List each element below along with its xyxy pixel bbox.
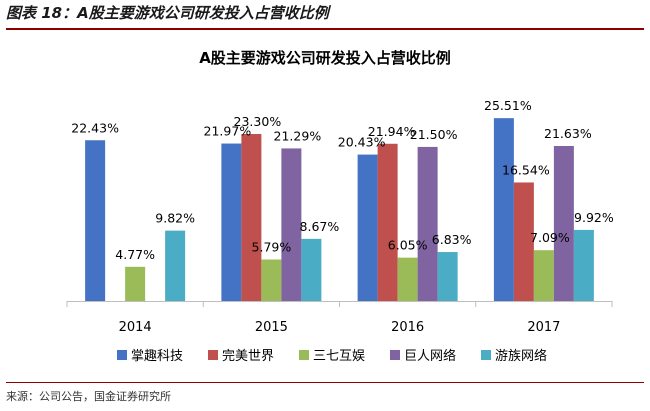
data-label-三七互娱-2016: 6.05% [388,238,428,253]
source-note: 来源：公司公告，国金证券研究所 [6,390,171,403]
figure-caption: 图表 18：A股主要游戏公司研发投入占营收比例 [6,4,329,22]
data-label-巨人网络-2016: 21.50% [410,127,458,142]
legend-label-三七互娱: 三七互娱 [313,349,365,364]
bar-三七互娱-2017 [533,250,554,301]
data-label-三七互娱-2017: 7.09% [530,230,570,245]
data-label-游族网络-2014: 9.82% [155,211,195,226]
chart-title: A股主要游戏公司研发投入占营收比例 [199,49,451,67]
bar-掌趣科技-2014 [85,140,106,301]
data-label-掌趣科技-2014: 22.43% [71,120,119,135]
legend: 掌趣科技 完美世界 三七互娱 巨人网络 游族网络 [117,348,547,364]
bar-掌趣科技-2017 [493,118,514,301]
data-labels-layer: 22.43% 4.77% 9.82% 21.97%23.30% 5.79% 21.29% 8… [71,98,614,262]
bar-完美世界-2017 [513,182,534,301]
data-label-巨人网络-2015: 21.29% [274,128,322,143]
bar-掌趣科技-2015 [221,143,242,301]
legend-swatch-掌趣科技 [117,350,127,360]
legend-label-巨人网络: 巨人网络 [404,348,456,364]
data-label-游族网络-2015: 8.67% [300,219,340,234]
legend-label-掌趣科技: 掌趣科技 [131,349,183,364]
data-label-掌趣科技-2016: 20.43% [338,135,386,150]
data-label-掌趣科技-2017: 25.51% [484,98,532,113]
bar-三七互娱-2016 [397,257,418,301]
x-tick-label-2015: 2015 [255,320,288,335]
data-label-游族网络-2017: 9.92% [574,210,614,225]
data-label-完美世界-2016: 21.94% [368,124,416,139]
source-divider [6,382,644,383]
data-label-三七互娱-2014: 4.77% [115,247,155,262]
data-label-掌趣科技-2015: 21.97% [204,124,252,139]
bars-layer [85,118,594,301]
x-tick-label-2016: 2016 [391,320,424,335]
bar-巨人网络-2017 [553,145,574,301]
bar-游族网络-2017 [573,229,594,301]
data-label-三七互娱-2015: 5.79% [252,240,292,255]
x-tick-label-2017: 2017 [527,320,560,335]
bar-完美世界-2015 [241,134,262,301]
legend-swatch-游族网络 [481,350,491,360]
bar-掌趣科技-2016 [357,154,378,301]
x-tick-label-2014: 2014 [119,320,152,335]
bar-巨人网络-2016 [417,146,438,301]
bar-三七互娱-2015 [261,259,282,301]
legend-label-完美世界: 完美世界 [222,349,274,364]
legend-swatch-三七互娱 [299,350,309,360]
bar-三七互娱-2014 [125,266,146,301]
bar-游族网络-2015 [301,238,322,301]
data-label-巨人网络-2017: 21.63% [544,126,592,141]
data-label-完美世界-2017: 16.54% [502,162,550,177]
bar-游族网络-2014 [165,230,186,301]
bar-巨人网络-2015 [281,148,302,301]
legend-label-游族网络: 游族网络 [495,348,547,364]
x-axis: 2014 2015 2016 2017 [66,301,613,335]
caption-divider [6,28,644,30]
legend-swatch-完美世界 [208,350,218,360]
data-label-游族网络-2016: 6.83% [432,232,472,247]
data-label-完美世界-2015: 23.30% [234,114,282,129]
bar-游族网络-2016 [437,252,458,301]
legend-swatch-巨人网络 [390,350,400,360]
bar-完美世界-2016 [377,143,398,301]
